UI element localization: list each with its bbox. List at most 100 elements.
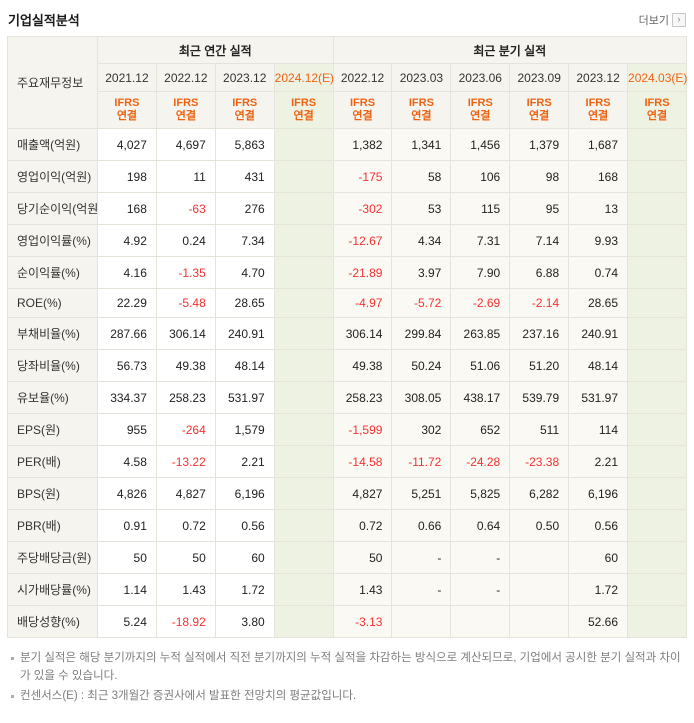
table-head: 주요재무정보 최근 연간 실적 최근 분기 실적 2021.12 2022.12 2023… [7, 36, 687, 129]
table-body: 매출액(억원) 4,027 4,697 5,863 1,382 1,341 1,456 1,3… [7, 128, 687, 638]
cell: 306.14 [155, 317, 216, 350]
cell: 48.14 [568, 349, 629, 382]
row-label: 당기순이익(억원) [7, 192, 98, 225]
cell: 95 [509, 192, 570, 225]
cell [273, 445, 334, 478]
table-row: EPS(원) 955 -264 1,579 -1,599 302 652 511 114 [7, 413, 687, 446]
cell [273, 477, 334, 510]
cell [509, 541, 570, 574]
cell: 1,687 [568, 128, 629, 161]
cell: 0.72 [155, 509, 216, 542]
cell: 258.23 [332, 381, 393, 414]
cell [627, 573, 687, 606]
cell: 276 [214, 192, 275, 225]
ifrs-header: IFRS 연결 [568, 91, 629, 129]
cell [273, 509, 334, 542]
ifrs-header: IFRS 연결 [273, 91, 334, 129]
cell [273, 288, 334, 318]
chevron-right-icon: › [672, 12, 686, 27]
cell: 22.29 [97, 288, 157, 318]
cell: 0.74 [568, 256, 629, 289]
cell: 237.16 [509, 317, 570, 350]
cell: - [450, 541, 511, 574]
cell: 1,456 [450, 128, 511, 161]
cell: 6,196 [568, 477, 629, 510]
cell: 4,697 [155, 128, 216, 161]
row-label: 배당성향(%) [7, 605, 98, 638]
cell: -21.89 [332, 256, 393, 289]
column-header: 2023.03 [391, 63, 452, 92]
cell: 308.05 [391, 381, 452, 414]
column-header: 2023.12 [214, 63, 275, 92]
cell: 299.84 [391, 317, 452, 350]
cell: 4,827 [332, 477, 393, 510]
ifrs-header: IFRS 연결 [509, 91, 570, 129]
cell [273, 349, 334, 382]
cell [273, 224, 334, 257]
cell [273, 128, 334, 161]
cell: 60 [214, 541, 275, 574]
table-row: PBR(배) 0.91 0.72 0.56 0.72 0.66 0.64 0.50 0.56 [7, 509, 687, 542]
footnote: 컨센서스(E) : 최근 3개월간 증권사에서 발표한 전망치의 평균값입니다. [9, 688, 685, 706]
cell [627, 349, 687, 382]
table-row: 부채비율(%) 287.66 306.14 240.91 306.14 299.84 263… [7, 317, 687, 350]
cell [273, 381, 334, 414]
cell: 49.38 [155, 349, 216, 382]
cell [627, 413, 687, 446]
table-row: 영업이익(억원) 198 11 431 -175 58 106 98 168 [7, 160, 687, 193]
cell: 287.66 [97, 317, 157, 350]
cell: 1.43 [155, 573, 216, 606]
cell: 1.72 [568, 573, 629, 606]
cell: 5,251 [391, 477, 452, 510]
cell: -2.69 [450, 288, 511, 318]
corner-header: 주요재무정보 [7, 36, 98, 129]
cell: -302 [332, 192, 393, 225]
cell: 60 [568, 541, 629, 574]
row-label: 주당배당금(원) [7, 541, 98, 574]
cell: 50 [155, 541, 216, 574]
column-header: 2022.12 [155, 63, 216, 92]
cell: 0.24 [155, 224, 216, 257]
cell: 4,826 [97, 477, 157, 510]
cell: 9.93 [568, 224, 629, 257]
cell: 955 [97, 413, 157, 446]
ifrs-header: IFRS 연결 [155, 91, 216, 129]
cell: 7.14 [509, 224, 570, 257]
cell: 98 [509, 160, 570, 193]
cell: -24.28 [450, 445, 511, 478]
cell: 4.70 [214, 256, 275, 289]
cell [627, 445, 687, 478]
table-row: PER(배) 4.58 -13.22 2.21 -14.58 -11.72 -24.28 -2… [7, 445, 687, 478]
row-label: 순이익률(%) [7, 256, 98, 289]
cell: 1,579 [214, 413, 275, 446]
cell: 106 [450, 160, 511, 193]
table-row: 유보율(%) 334.37 258.23 531.97 258.23 308.05 438.… [7, 381, 687, 414]
cell: -12.67 [332, 224, 393, 257]
row-label: EPS(원) [7, 413, 98, 446]
financial-table: 주요재무정보 최근 연간 실적 최근 분기 실적 2021.12 2022.12 2023… [7, 36, 687, 638]
cell: 4.16 [97, 256, 157, 289]
cell [509, 605, 570, 638]
cell: 51.20 [509, 349, 570, 382]
cell: 3.80 [214, 605, 275, 638]
cell: -264 [155, 413, 216, 446]
cell: 13 [568, 192, 629, 225]
cell: - [391, 541, 452, 574]
more-button[interactable]: 더보기 › [639, 12, 686, 28]
cell: -4.97 [332, 288, 393, 318]
cell [273, 317, 334, 350]
cell: 431 [214, 160, 275, 193]
cell: 0.91 [97, 509, 157, 542]
cell: 56.73 [97, 349, 157, 382]
footnote-area: 분기 실적은 해당 분기까지의 누적 실적에서 직전 분기까지의 누적 실적을 … [7, 648, 687, 713]
cell: 263.85 [450, 317, 511, 350]
cell [627, 192, 687, 225]
table-row: 당좌비율(%) 56.73 49.38 48.14 49.38 50.24 51.06 51.… [7, 349, 687, 382]
cell: 652 [450, 413, 511, 446]
cell: 2.21 [214, 445, 275, 478]
cell: -175 [332, 160, 393, 193]
group-header-annual: 최근 연간 실적 [97, 36, 334, 64]
table-row: 순이익률(%) 4.16 -1.35 4.70 -21.89 3.97 7.90 6.88 0.… [7, 256, 687, 289]
cell: 53 [391, 192, 452, 225]
row-label: 유보율(%) [7, 381, 98, 414]
